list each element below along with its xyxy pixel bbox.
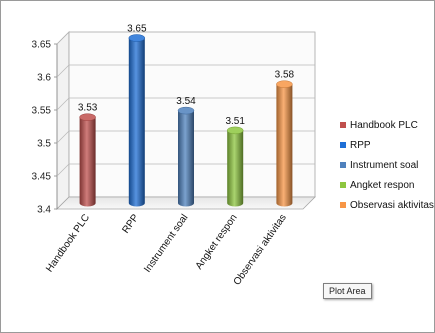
legend-swatch (340, 202, 346, 208)
category-label: Angket respon (194, 212, 240, 271)
bar-body (276, 84, 293, 207)
data-labels: 3.53 3.65 3.54 3.51 3.58 (78, 24, 295, 127)
legend-swatch (340, 122, 346, 128)
legend-label: Instrument soal (350, 160, 418, 171)
bar-body (79, 117, 96, 207)
side-wall (56, 31, 70, 210)
bar-body (128, 38, 145, 207)
legend-label: Handbook PLC (350, 120, 418, 131)
plot-area-tooltip: Plot Area (323, 283, 372, 299)
bar-body (227, 130, 244, 207)
y-axis-ticks: 3.4 3.45 3.5 3.55 3.6 3.65 (32, 40, 57, 216)
y-tick-label: 3.6 (37, 73, 51, 84)
y-tick-label: 3.55 (32, 106, 52, 117)
y-tick-label: 3.4 (37, 205, 51, 216)
bar-rpp[interactable] (128, 34, 146, 207)
legend-item-rpp[interactable]: RPP (340, 140, 371, 151)
bar-top (177, 106, 195, 115)
bar-top (226, 126, 244, 135)
legend-label: Observasi aktivitas (350, 200, 434, 211)
data-label: 3.65 (127, 24, 147, 35)
bar-body (178, 110, 194, 207)
y-tick-label: 3.45 (32, 172, 52, 183)
legend-swatch (340, 162, 346, 168)
y-tick-label: 3.5 (37, 139, 51, 150)
legend-swatch (340, 142, 346, 148)
category-label: Observasi aktivitas (232, 212, 289, 287)
bar-top (276, 80, 293, 88)
bar-angket-respon[interactable] (226, 126, 244, 207)
legend-swatch (340, 182, 346, 188)
bar-top (128, 34, 146, 42)
category-label: Handbook PLC (44, 212, 92, 274)
legend-label: RPP (350, 140, 371, 151)
category-label: Instrument soal (142, 212, 190, 274)
bars[interactable] (79, 34, 293, 207)
gridline (56, 97, 315, 111)
bar-instrument-soal[interactable] (177, 106, 195, 207)
legend-item-handbook-plc[interactable]: Handbook PLC (340, 120, 418, 131)
data-label: 3.53 (78, 103, 98, 114)
y-tick-label: 3.65 (32, 40, 52, 51)
gridline (56, 31, 315, 45)
category-labels: Handbook PLC RPP Instrument soal Angket res… (44, 212, 289, 287)
bar-top (79, 113, 96, 121)
category-label: RPP (120, 212, 141, 235)
legend-label: Angket respon (350, 180, 415, 191)
data-label: 3.58 (275, 70, 295, 81)
legend-item-instrument-soal[interactable]: Instrument soal (340, 160, 418, 171)
legend-item-angket-respon[interactable]: Angket respon (340, 180, 415, 191)
data-label: 3.51 (225, 116, 245, 127)
legend[interactable]: Handbook PLC RPP Instrument soal Angket res… (340, 120, 434, 211)
gridline (56, 64, 315, 78)
legend-item-observasi-aktivitas[interactable]: Observasi aktivitas (340, 200, 434, 211)
bar-observasi-aktivitas[interactable] (276, 80, 293, 207)
data-label: 3.54 (176, 96, 196, 107)
bar-handbook-plc[interactable] (79, 113, 96, 207)
